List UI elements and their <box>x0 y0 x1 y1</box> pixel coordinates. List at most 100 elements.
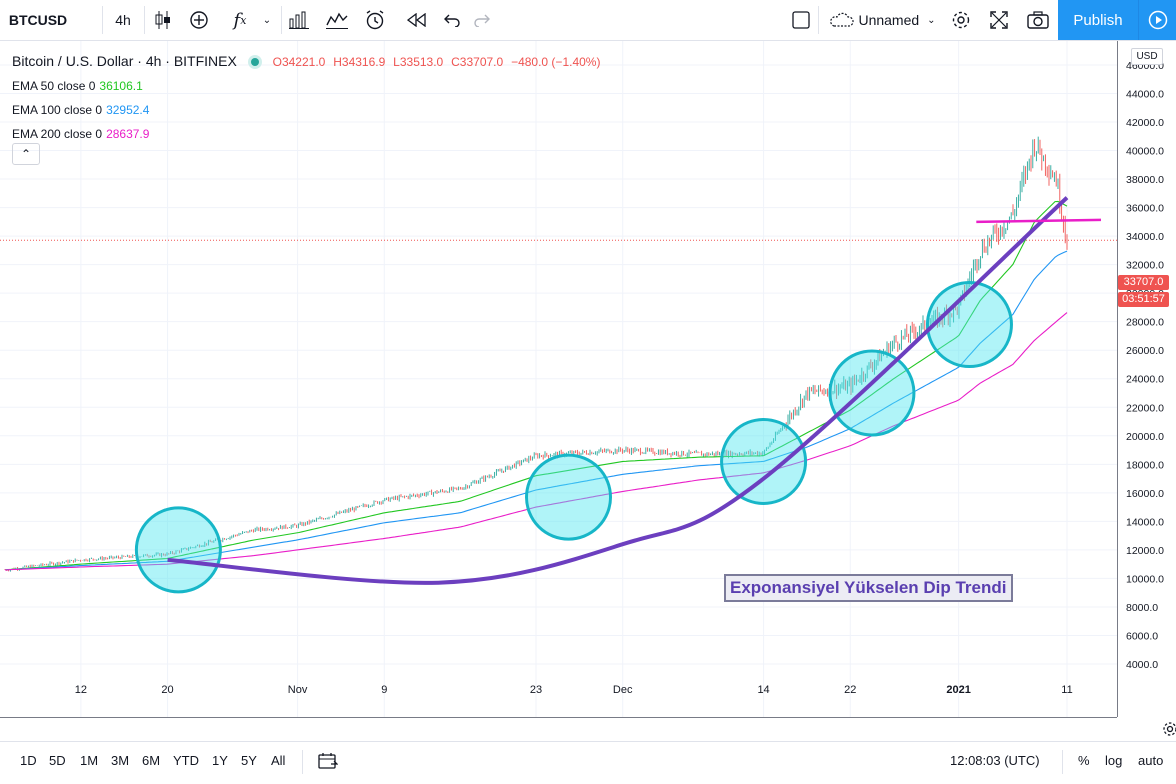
range-button-6m[interactable]: 6M <box>142 753 161 768</box>
chart-canvas[interactable]: 12 20 Nov 9 23 Dec 14 22 2021 11 <box>0 41 1117 717</box>
ema-line-100[interactable] <box>4 250 1068 571</box>
templates-icon[interactable] <box>284 0 314 40</box>
layout-name-button[interactable]: Unnamed ⌄ <box>826 0 938 40</box>
time-axis-border <box>0 717 1117 741</box>
ohlc-close: C33707.0 <box>451 55 504 69</box>
dip-circle[interactable] <box>828 349 916 437</box>
candles <box>4 136 1068 572</box>
symbol-search[interactable]: BTCUSD <box>8 0 68 40</box>
percent-toggle[interactable]: % <box>1078 753 1090 768</box>
play-icon[interactable] <box>1138 0 1176 40</box>
replay-icon[interactable] <box>402 0 432 40</box>
price-tick-label: 10000.0 <box>1126 573 1164 585</box>
divider <box>102 6 103 34</box>
price-axis-labels: 4000.0 6000.0 8000.0 10000.0 12000.0 14000.0 1… <box>1126 60 1164 671</box>
select-layout-icon[interactable] <box>788 0 814 40</box>
layout-name: Unnamed <box>858 12 920 28</box>
publish-button[interactable]: Publish <box>1058 0 1138 40</box>
price-tick-label: 38000.0 <box>1126 174 1164 186</box>
grid <box>0 41 1117 717</box>
price-tick-label: 34000.0 <box>1126 231 1164 243</box>
price-tick-label: 22000.0 <box>1126 402 1164 414</box>
range-button-3m[interactable]: 3M <box>111 753 130 768</box>
chevron-down-icon: ⌄ <box>927 14 936 26</box>
dip-circles[interactable] <box>134 281 1013 594</box>
last-price-tag: 33707.0 <box>1118 275 1169 290</box>
divider <box>1062 750 1063 774</box>
legend-title[interactable]: Bitcoin / U.S. Dollar · 4h · BITFINEX <box>12 53 237 69</box>
price-tick-label: 20000.0 <box>1126 431 1164 443</box>
price-tick-label: 4000.0 <box>1126 659 1158 671</box>
price-tick-label: 16000.0 <box>1126 488 1164 500</box>
time-tick-label: 9 <box>381 684 387 696</box>
log-toggle[interactable]: log <box>1105 753 1123 768</box>
divider <box>818 6 819 34</box>
axis-settings-icon[interactable] <box>1162 721 1176 742</box>
dip-circle[interactable] <box>525 453 613 541</box>
indicator-value: 32952.4 <box>106 103 150 117</box>
price-tick-label: 8000.0 <box>1126 602 1158 614</box>
time-tick-label: Nov <box>288 684 308 696</box>
resistance-line[interactable] <box>976 218 1102 224</box>
price-tick-label: 32000.0 <box>1126 260 1164 272</box>
exponential-trendline[interactable] <box>167 196 1069 585</box>
bar-replay-icon[interactable] <box>322 0 352 40</box>
auto-toggle[interactable]: auto <box>1138 753 1164 768</box>
clock-label[interactable]: 12:08:03 (UTC) <box>950 753 1040 768</box>
undo-icon[interactable] <box>438 0 466 40</box>
price-tick-label: 26000.0 <box>1126 345 1164 357</box>
range-button-5d[interactable]: 5D <box>49 753 66 768</box>
time-tick-label: 20 <box>161 684 173 696</box>
range-button-5y[interactable]: 5Y <box>241 753 257 768</box>
candles-icon[interactable] <box>148 0 178 40</box>
alert-icon[interactable] <box>360 0 390 40</box>
settings-gear-icon[interactable] <box>946 0 976 40</box>
indicator-value: 36106.1 <box>99 79 143 93</box>
range-button-all[interactable]: All <box>271 753 286 768</box>
interval-button[interactable]: 4h <box>115 12 131 28</box>
goto-date-icon[interactable] <box>318 752 339 773</box>
time-tick-label: 2021 <box>946 684 970 696</box>
divider <box>281 6 282 34</box>
price-tick-label: 36000.0 <box>1126 203 1164 215</box>
collapse-legend-button[interactable]: ⌃ <box>12 143 40 165</box>
camera-icon[interactable] <box>1022 0 1054 40</box>
chevron-up-icon: ⌃ <box>20 147 32 161</box>
range-button-ytd[interactable]: YTD <box>173 753 199 768</box>
time-tick-label: 22 <box>844 684 856 696</box>
add-compare-icon[interactable] <box>184 0 214 40</box>
price-tick-label: 24000.0 <box>1126 374 1164 386</box>
indicator-label: EMA 100 close 0 <box>12 103 103 117</box>
price-tick-label: 6000.0 <box>1126 630 1158 642</box>
range-button-1y[interactable]: 1Y <box>212 753 228 768</box>
time-tick-label: 12 <box>75 684 87 696</box>
range-button-1d[interactable]: 1D <box>20 753 37 768</box>
indicator-value: 28637.9 <box>106 127 150 141</box>
price-tick-label: 28000.0 <box>1126 317 1164 329</box>
redo-icon[interactable] <box>468 0 496 40</box>
legend-ema-50[interactable]: EMA 50 close 0 36106.1 <box>12 74 604 98</box>
legend-ema-200[interactable]: EMA 200 close 0 28637.9 <box>12 122 604 146</box>
ema-line-50[interactable] <box>4 200 1068 571</box>
legend-title-row: Bitcoin / U.S. Dollar · 4h · BITFINEX O3… <box>12 49 604 74</box>
range-button-1m[interactable]: 1M <box>80 753 99 768</box>
symbol-label: BTCUSD <box>8 12 68 28</box>
fullscreen-icon[interactable] <box>984 0 1014 40</box>
chevron-down-icon[interactable]: ⌄ <box>262 14 272 26</box>
price-tick-label: 44000.0 <box>1126 88 1164 100</box>
legend-ema-100[interactable]: EMA 100 close 0 32952.4 <box>12 98 604 122</box>
time-axis: 12 20 Nov 9 23 Dec 14 22 2021 11 <box>75 684 1073 696</box>
ohlc-change: −480.0 (−1.40%) <box>511 55 601 69</box>
indicator-label: EMA 200 close 0 <box>12 127 103 141</box>
dip-circle[interactable] <box>720 417 808 505</box>
price-axis[interactable]: 4000.0 6000.0 8000.0 10000.0 12000.0 14000.0 1… <box>1117 41 1176 717</box>
currency-badge[interactable]: USD <box>1131 48 1163 65</box>
price-tick-label: 18000.0 <box>1126 459 1164 471</box>
dip-circle[interactable] <box>925 281 1013 369</box>
annotation-label[interactable]: Exponansiyel Yükselen Dip Trendi <box>724 574 1013 602</box>
ohlc-high: H34316.9 <box>333 55 386 69</box>
time-tick-label: 14 <box>757 684 769 696</box>
market-status-icon <box>250 57 259 66</box>
dip-circle[interactable] <box>134 506 222 594</box>
